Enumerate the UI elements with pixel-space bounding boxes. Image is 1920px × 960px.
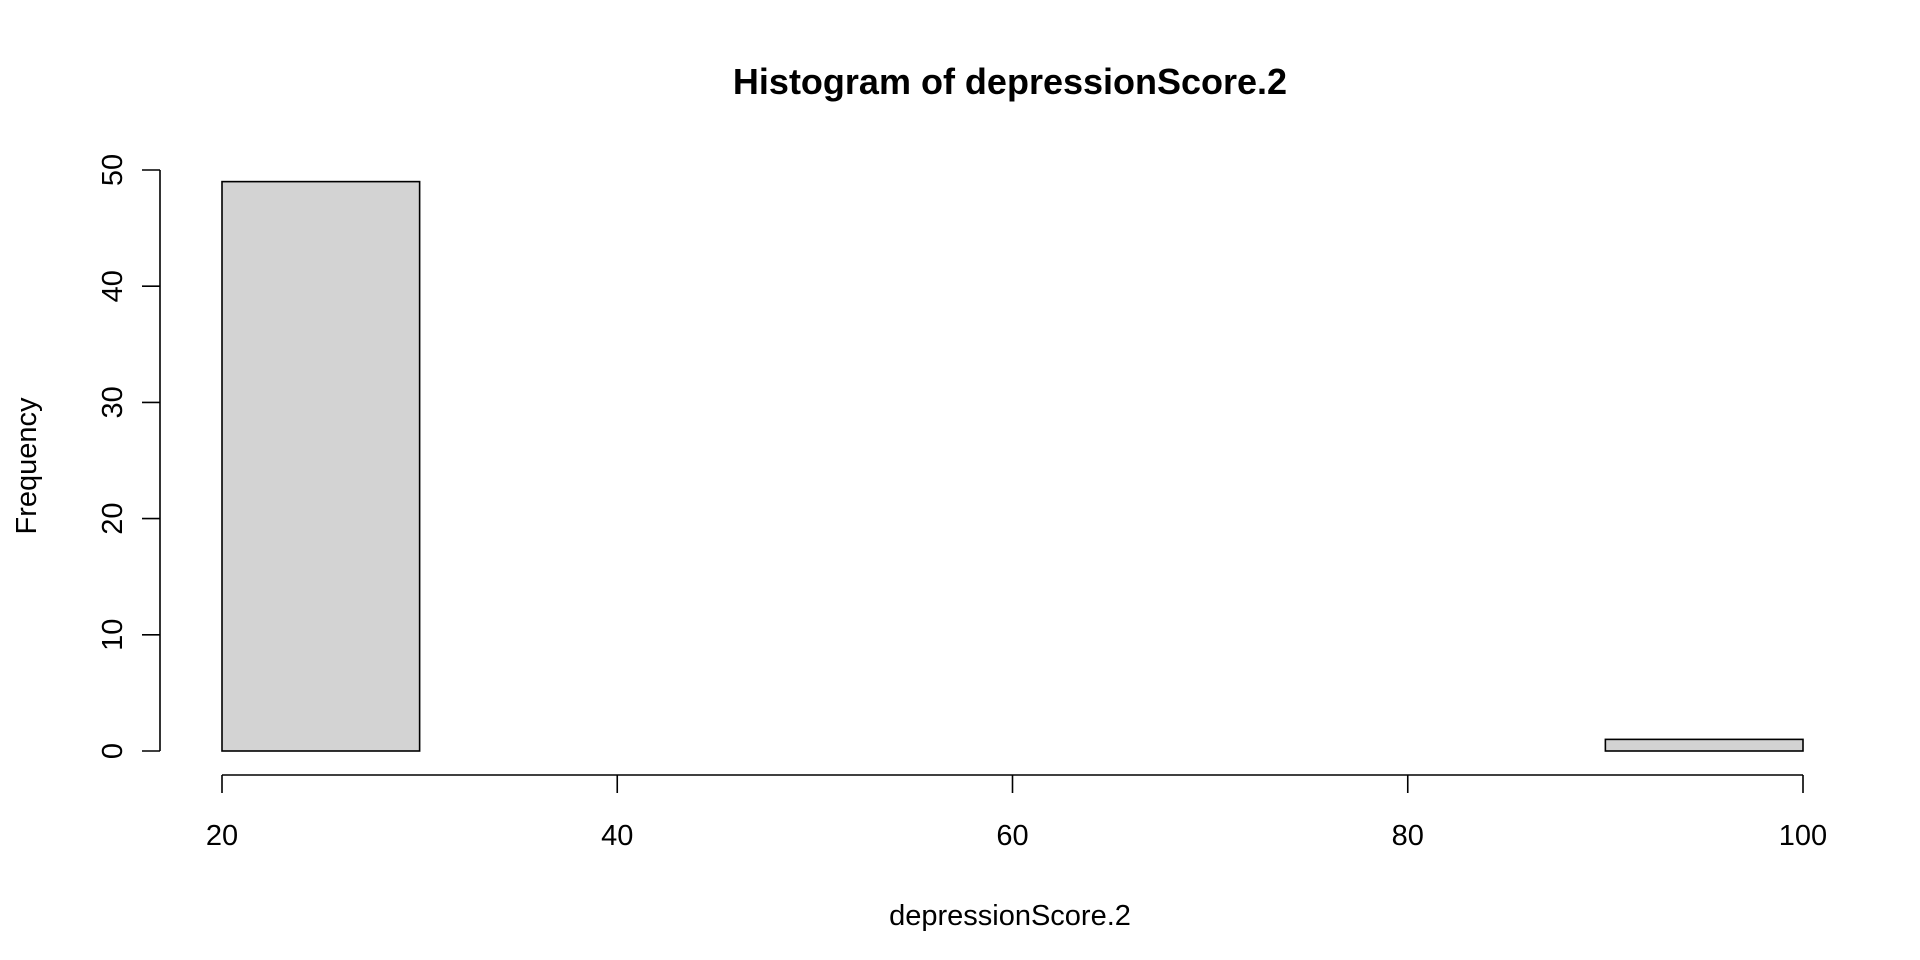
y-tick-label: 10 (97, 619, 129, 651)
y-tick-label: 40 (97, 270, 129, 302)
y-tick-label: 30 (97, 386, 129, 418)
x-axis: 20 40 60 80 100 (206, 774, 1827, 852)
x-tick-label: 40 (601, 820, 633, 852)
y-tick-label: 0 (97, 743, 129, 759)
bars-group (221, 180, 1804, 752)
y-axis-label: Frequency (11, 397, 43, 535)
chart-title: Histogram of depressionScore.2 (733, 61, 1287, 102)
x-tick-label: 100 (1779, 820, 1827, 852)
x-axis-label: depressionScore.2 (889, 900, 1131, 932)
y-tick-label: 50 (97, 154, 129, 186)
histogram-bar (1604, 738, 1804, 752)
y-tick-label: 20 (97, 502, 129, 534)
x-tick-label: 80 (1392, 820, 1424, 852)
histogram-bar (221, 180, 421, 752)
x-tick-label: 20 (206, 820, 238, 852)
y-axis: 0 10 20 30 40 50 (97, 154, 161, 759)
x-tick-label: 60 (996, 820, 1028, 852)
